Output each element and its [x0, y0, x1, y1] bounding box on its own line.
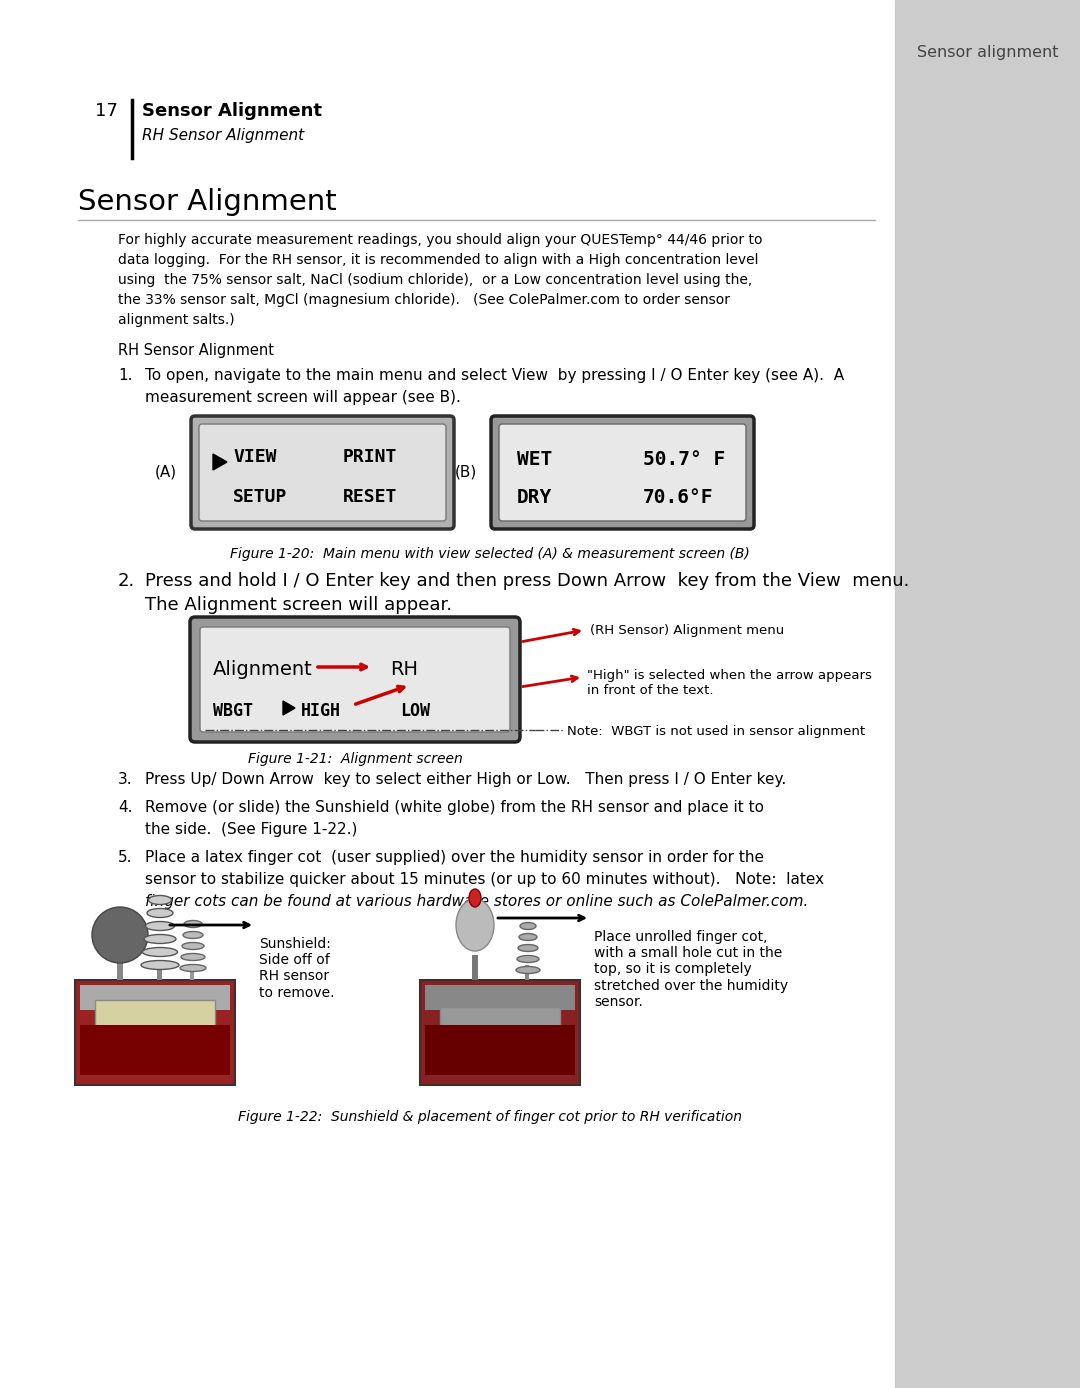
- Text: DRY: DRY: [517, 489, 552, 507]
- FancyBboxPatch shape: [199, 423, 446, 520]
- Text: To open, navigate to the main menu and select View  by pressing I / O Enter key : To open, navigate to the main menu and s…: [145, 368, 845, 383]
- Ellipse shape: [144, 934, 176, 944]
- Text: Figure 1-22:  Sunshield & placement of finger cot prior to RH verification: Figure 1-22: Sunshield & placement of fi…: [238, 1110, 742, 1124]
- Ellipse shape: [469, 888, 481, 906]
- Text: the 33% sensor salt, MgCl (magnesium chloride).   (See ColePalmer.com to order s: the 33% sensor salt, MgCl (magnesium chl…: [118, 293, 730, 307]
- Text: Sensor Alignment: Sensor Alignment: [78, 187, 337, 217]
- Ellipse shape: [456, 899, 494, 951]
- Ellipse shape: [149, 895, 172, 905]
- Text: RESET: RESET: [343, 489, 397, 507]
- Bar: [440, 1008, 561, 1042]
- Text: Figure 1-20:  Main menu with view selected (A) & measurement screen (B): Figure 1-20: Main menu with view selecte…: [230, 547, 750, 561]
- Text: alignment salts.): alignment salts.): [118, 314, 234, 328]
- Ellipse shape: [517, 955, 539, 962]
- Bar: [525, 965, 529, 980]
- Bar: [75, 980, 235, 1085]
- Text: (A): (A): [154, 465, 177, 479]
- Bar: [157, 960, 162, 980]
- Ellipse shape: [184, 920, 202, 927]
- Text: HIGH: HIGH: [301, 702, 341, 720]
- Bar: [420, 980, 580, 1085]
- Text: Place unrolled finger cot,
with a small hole cut in the
top, so it is completely: Place unrolled finger cot, with a small …: [594, 930, 788, 1009]
- Text: 50.7° F: 50.7° F: [643, 450, 726, 469]
- Ellipse shape: [183, 931, 203, 938]
- Ellipse shape: [180, 965, 206, 972]
- Text: RH: RH: [390, 661, 418, 679]
- Text: 5.: 5.: [118, 849, 133, 865]
- Text: For highly accurate measurement readings, you should align your QUESTemp° 44/46 : For highly accurate measurement readings…: [118, 233, 762, 247]
- Ellipse shape: [141, 960, 179, 969]
- Text: Note:  WBGT is not used in sensor alignment: Note: WBGT is not used in sensor alignme…: [567, 725, 865, 738]
- Bar: [426, 985, 575, 1010]
- Text: (B): (B): [455, 465, 477, 479]
- Text: Press Up/ Down Arrow  key to select either High or Low.   Then press I / O Enter: Press Up/ Down Arrow key to select eithe…: [145, 772, 786, 787]
- Text: measurement screen will appear (see B).: measurement screen will appear (see B).: [145, 390, 461, 405]
- Text: 17: 17: [95, 101, 118, 119]
- Text: Remove (or slide) the Sunshield (white globe) from the RH sensor and place it to: Remove (or slide) the Sunshield (white g…: [145, 799, 764, 815]
- Bar: [80, 1024, 230, 1074]
- Bar: [95, 999, 215, 1040]
- Polygon shape: [283, 701, 295, 715]
- Text: RH Sensor Alignment: RH Sensor Alignment: [141, 128, 305, 143]
- Bar: [190, 965, 194, 980]
- Text: finger cots can be found at various hardware stores or online such as ColePalmer: finger cots can be found at various hard…: [145, 894, 808, 909]
- Ellipse shape: [146, 922, 175, 930]
- Ellipse shape: [516, 966, 540, 973]
- Polygon shape: [213, 454, 227, 471]
- Text: sensor to stabilize quicker about 15 minutes (or up to 60 minutes without).   No: sensor to stabilize quicker about 15 min…: [145, 872, 824, 887]
- Bar: [895, 0, 1080, 1388]
- Text: using  the 75% sensor salt, NaCl (sodium chloride),  or a Low concentration leve: using the 75% sensor salt, NaCl (sodium …: [118, 273, 753, 287]
- Text: WBGT: WBGT: [213, 702, 253, 720]
- Ellipse shape: [181, 954, 205, 960]
- Ellipse shape: [519, 934, 537, 941]
- Text: 3.: 3.: [118, 772, 133, 787]
- Text: Sensor Alignment: Sensor Alignment: [141, 101, 322, 119]
- Text: Press and hold I / O Enter key and then press Down Arrow  key from the View  men: Press and hold I / O Enter key and then …: [145, 572, 909, 590]
- Bar: [117, 960, 123, 980]
- FancyBboxPatch shape: [191, 416, 454, 529]
- Text: the side.  (See Figure 1-22.): the side. (See Figure 1-22.): [145, 822, 357, 837]
- Text: PRINT: PRINT: [343, 448, 397, 466]
- Text: Sensor alignment: Sensor alignment: [917, 44, 1058, 60]
- Ellipse shape: [519, 923, 536, 930]
- Text: data logging.  For the RH sensor, it is recommended to align with a High concent: data logging. For the RH sensor, it is r…: [118, 253, 758, 266]
- Bar: [80, 985, 230, 1010]
- Ellipse shape: [143, 948, 177, 956]
- Text: RH Sensor Alignment: RH Sensor Alignment: [118, 343, 274, 358]
- FancyBboxPatch shape: [499, 423, 746, 520]
- Text: Place a latex finger cot  (user supplied) over the humidity sensor in order for : Place a latex finger cot (user supplied)…: [145, 849, 764, 865]
- Text: VIEW: VIEW: [233, 448, 276, 466]
- Bar: [472, 955, 478, 980]
- Text: 1.: 1.: [118, 368, 133, 383]
- Ellipse shape: [183, 942, 204, 949]
- Text: Figure 1-21:  Alignment screen: Figure 1-21: Alignment screen: [247, 752, 462, 766]
- Ellipse shape: [147, 909, 173, 917]
- Text: 4.: 4.: [118, 799, 133, 815]
- Text: (RH Sensor) Alignment menu: (RH Sensor) Alignment menu: [590, 625, 784, 637]
- Text: 2.: 2.: [118, 572, 135, 590]
- Text: Alignment: Alignment: [213, 661, 313, 679]
- Text: SETUP: SETUP: [233, 489, 287, 507]
- Circle shape: [92, 906, 148, 963]
- Ellipse shape: [518, 944, 538, 952]
- FancyBboxPatch shape: [491, 416, 754, 529]
- Text: The Alignment screen will appear.: The Alignment screen will appear.: [145, 595, 453, 613]
- FancyBboxPatch shape: [190, 618, 519, 743]
- Text: WET: WET: [517, 450, 552, 469]
- Text: "High" is selected when the arrow appears
in front of the text.: "High" is selected when the arrow appear…: [588, 669, 872, 697]
- Text: 70.6°F: 70.6°F: [643, 489, 714, 507]
- FancyBboxPatch shape: [200, 627, 510, 731]
- Text: Sunshield:
Side off of
RH sensor
to remove.: Sunshield: Side off of RH sensor to remo…: [259, 937, 335, 999]
- Bar: [426, 1024, 575, 1074]
- Text: LOW: LOW: [400, 702, 430, 720]
